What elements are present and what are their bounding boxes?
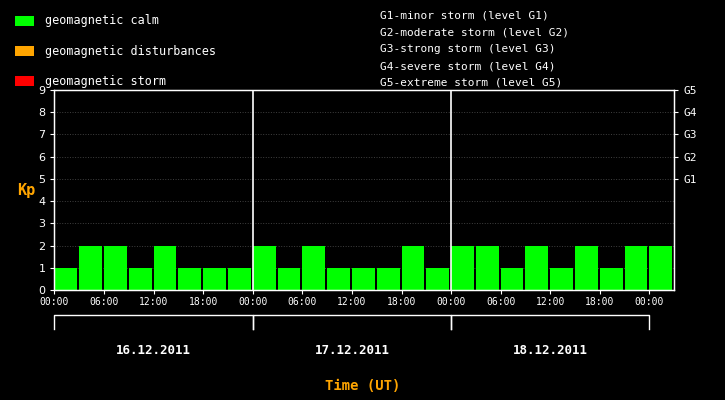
Bar [501,268,523,290]
Bar [600,268,623,290]
Bar [228,268,251,290]
Bar [253,246,276,290]
Text: G4-severe storm (level G4): G4-severe storm (level G4) [381,61,556,71]
Text: Kp: Kp [17,182,36,198]
Text: G2-moderate storm (level G2): G2-moderate storm (level G2) [381,27,569,37]
Bar [402,246,424,290]
Bar [14,46,34,56]
Bar [14,16,34,26]
Bar [550,268,573,290]
Bar [625,246,647,290]
Bar [54,268,77,290]
Bar [129,268,152,290]
Bar [104,246,127,290]
Bar [14,76,34,86]
Text: Time (UT): Time (UT) [325,379,400,393]
Text: geomagnetic storm: geomagnetic storm [45,74,167,88]
Text: 16.12.2011: 16.12.2011 [116,344,191,357]
Bar [154,246,176,290]
Text: G3-strong storm (level G3): G3-strong storm (level G3) [381,44,556,54]
Bar [79,246,102,290]
Bar [476,246,499,290]
Bar [377,268,399,290]
Bar [352,268,375,290]
Bar [451,246,474,290]
Bar [650,246,672,290]
Text: geomagnetic calm: geomagnetic calm [45,14,160,28]
Bar [575,246,598,290]
Text: G5-extreme storm (level G5): G5-extreme storm (level G5) [381,78,563,88]
Bar [526,246,548,290]
Text: 18.12.2011: 18.12.2011 [513,344,588,357]
Text: G1-minor storm (level G1): G1-minor storm (level G1) [381,10,549,20]
Bar [327,268,350,290]
Bar [203,268,226,290]
Bar [302,246,325,290]
Text: geomagnetic disturbances: geomagnetic disturbances [45,44,216,58]
Bar [426,268,449,290]
Text: 17.12.2011: 17.12.2011 [315,344,389,357]
Bar [178,268,201,290]
Bar [278,268,300,290]
